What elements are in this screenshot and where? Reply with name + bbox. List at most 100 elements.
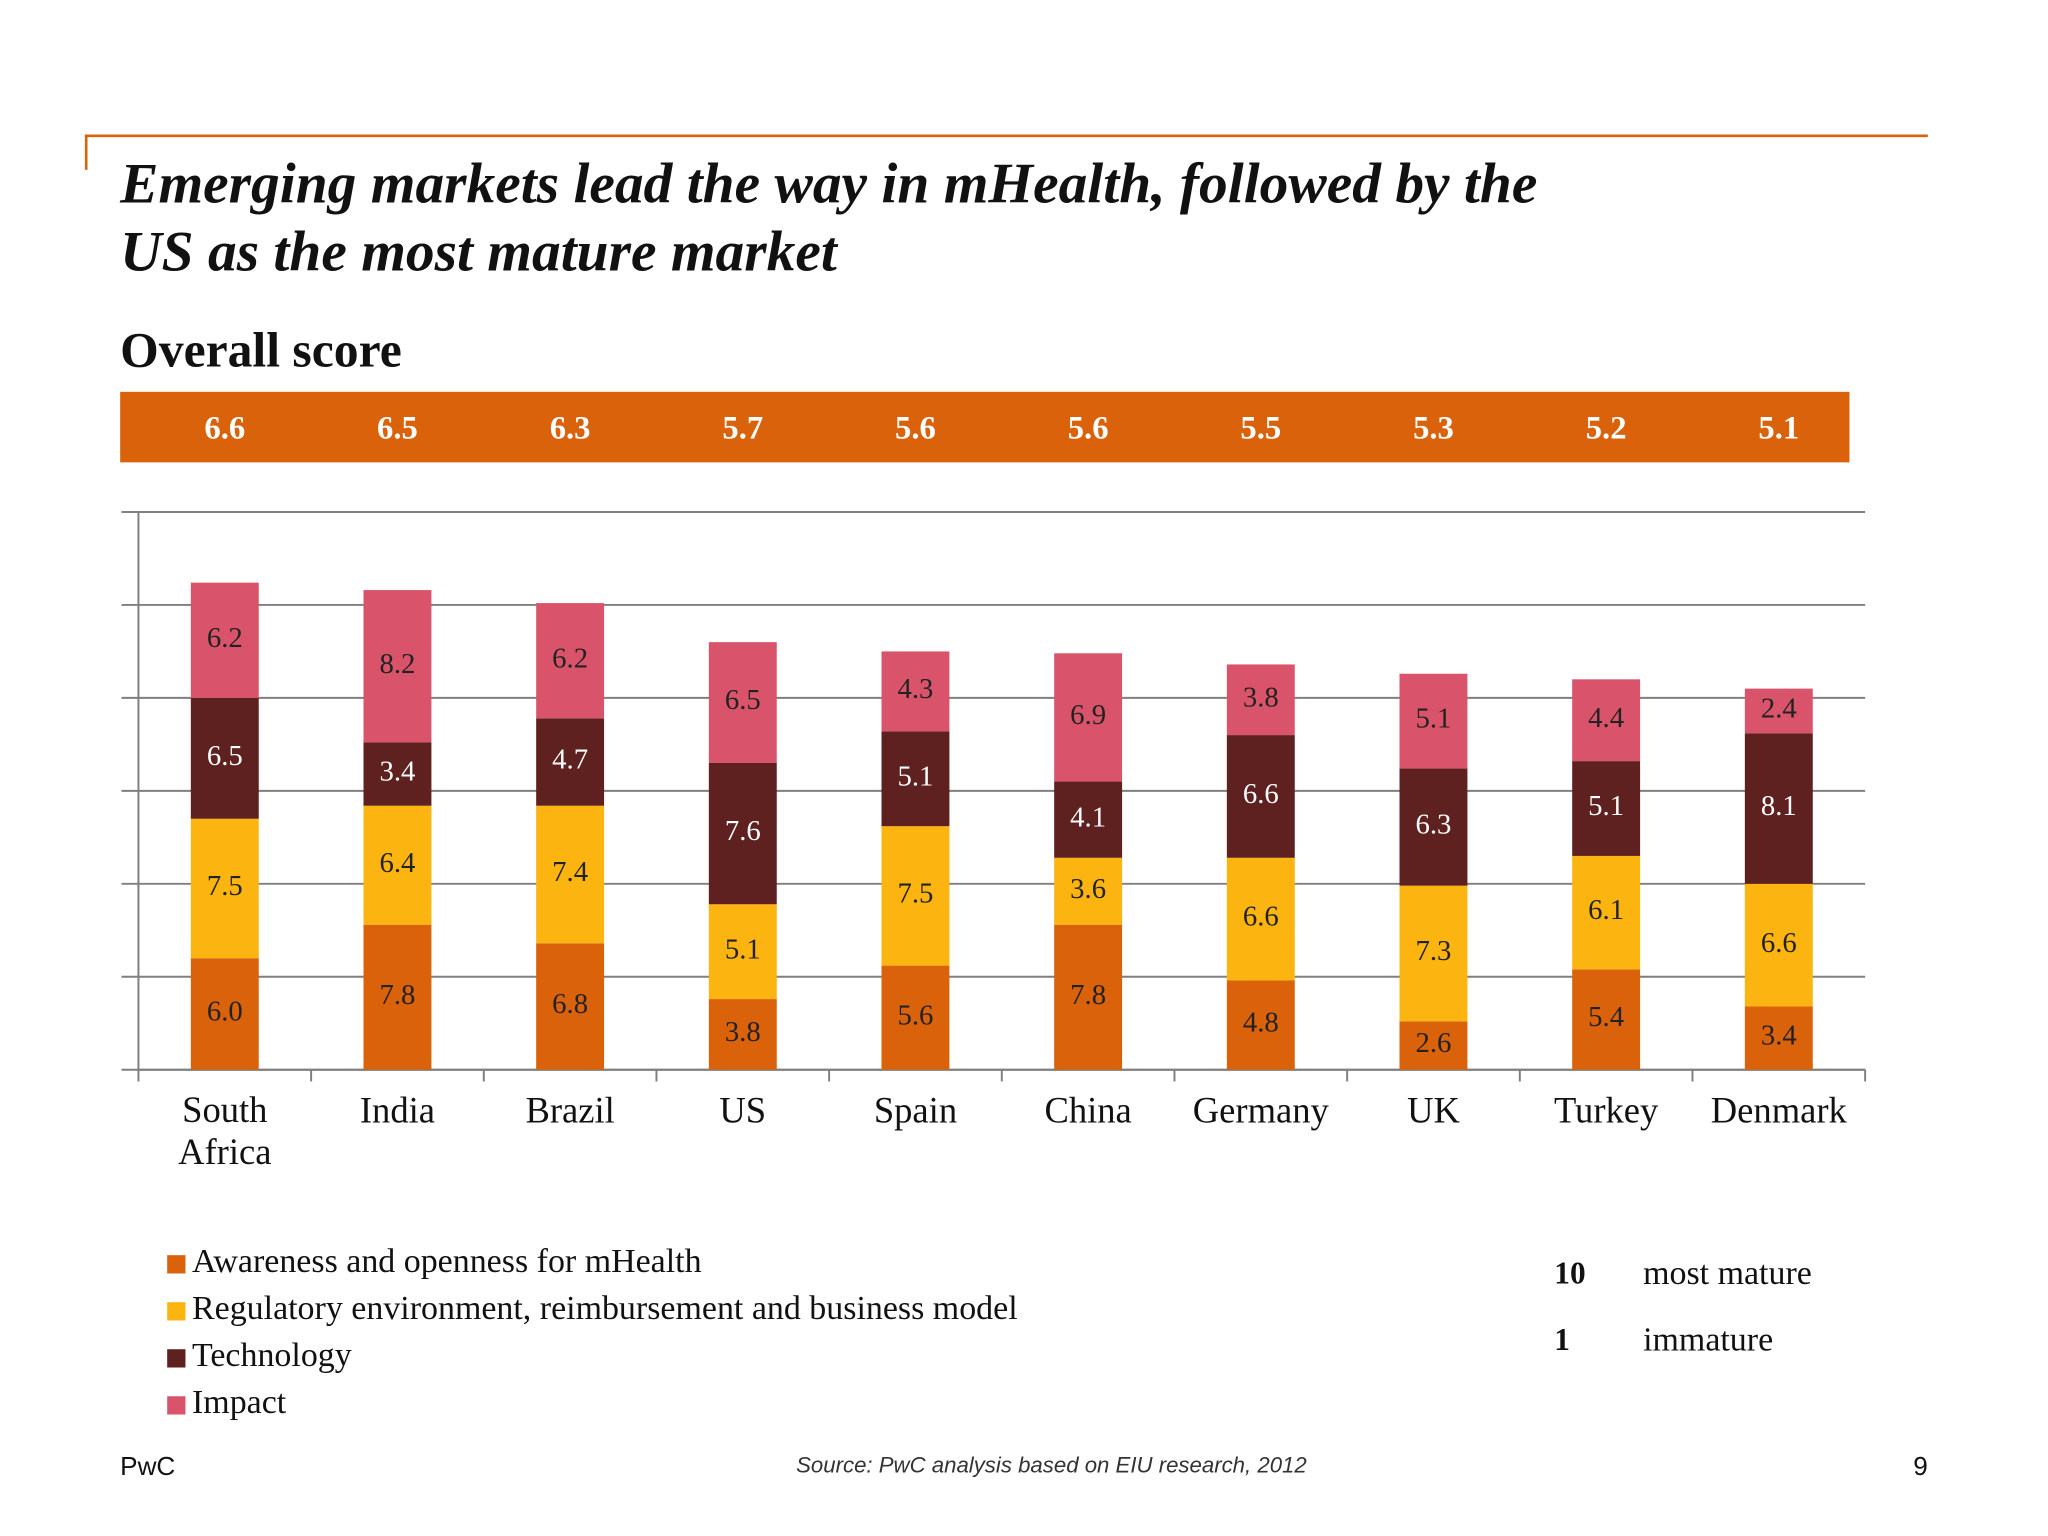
overall-score: 5.3 [1413, 411, 1454, 447]
x-tick-label: Turkey [1554, 1090, 1659, 1131]
overall-score: 6.3 [550, 411, 591, 447]
data-label: 7.3 [1416, 935, 1452, 967]
data-label: 3.4 [1761, 1020, 1797, 1052]
legend-label: Impact [192, 1384, 287, 1421]
data-label: 8.2 [379, 648, 415, 680]
x-tick-label: Germany [1193, 1090, 1330, 1131]
data-label: 6.6 [1243, 778, 1279, 810]
bar-segment [363, 742, 432, 806]
data-label: 5.4 [1588, 1001, 1624, 1033]
bar-segment [1572, 761, 1641, 856]
bar-segment [881, 651, 950, 732]
data-label: 6.9 [1070, 699, 1106, 731]
bar-segment [1399, 1021, 1468, 1070]
data-label: 7.5 [207, 870, 243, 902]
subtitle: Overall score [120, 323, 402, 378]
data-label: 6.6 [1761, 927, 1797, 959]
bar-segment [881, 731, 950, 827]
bar-segment [1744, 688, 1813, 734]
data-label: 6.2 [552, 642, 588, 674]
x-tick-label: South Africa [178, 1090, 271, 1173]
overall-band [120, 391, 1850, 463]
x-tick-label: Spain [874, 1090, 957, 1131]
bar-segment [1226, 980, 1295, 1070]
bar-segment [708, 642, 777, 763]
x-tick-label: Denmark [1711, 1090, 1848, 1131]
page-number: 9 [1913, 1451, 1928, 1481]
bar-segment [1572, 969, 1641, 1070]
data-label: 6.0 [207, 996, 243, 1028]
legend-swatch [167, 1396, 186, 1415]
legend-swatch [167, 1349, 186, 1368]
bar-segment [881, 826, 950, 966]
data-label: 5.1 [1588, 790, 1624, 822]
bar-segment [363, 805, 432, 925]
data-label: 6.3 [1416, 809, 1452, 841]
bar-segment [536, 943, 605, 1070]
data-label: 8.1 [1761, 790, 1797, 822]
bar-segment [708, 999, 777, 1070]
data-label: 5.1 [898, 760, 934, 792]
bar-segment [536, 805, 605, 944]
bar-segment [1226, 664, 1295, 736]
data-label: 3.8 [1243, 681, 1279, 713]
bar-segment [1054, 857, 1123, 925]
data-label: 6.1 [1588, 894, 1624, 926]
data-label: 3.6 [1070, 873, 1106, 905]
key-value: 10 [1554, 1255, 1585, 1290]
bar-segment [1054, 781, 1123, 858]
data-label: 7.5 [898, 877, 934, 909]
data-label: 3.8 [725, 1016, 761, 1048]
data-label: 2.6 [1416, 1027, 1452, 1059]
overall-score: 5.7 [722, 411, 763, 447]
bar-segment [1744, 733, 1813, 884]
legend-swatch [167, 1302, 186, 1321]
data-label: 3.4 [379, 756, 415, 788]
bar-segment [1226, 857, 1295, 981]
overall-score: 6.6 [204, 411, 245, 447]
x-tick-label: UK [1407, 1090, 1460, 1131]
legend-label: Technology [192, 1337, 352, 1374]
bar-segment [881, 965, 950, 1070]
data-label: 6.6 [1243, 901, 1279, 933]
bar-segment [1399, 768, 1468, 886]
bar-segment [1744, 883, 1813, 1007]
bar-segment [1399, 673, 1468, 769]
x-tick-label: US [719, 1090, 766, 1131]
data-label: 6.5 [725, 684, 761, 716]
data-label: 4.3 [898, 673, 934, 705]
bar-segment [190, 697, 259, 819]
data-label: 5.1 [1416, 703, 1452, 735]
legend-label: Regulatory environment, reimbursement an… [192, 1290, 1018, 1327]
legend-swatch [167, 1255, 186, 1274]
bar-segment [363, 590, 432, 743]
data-label: 6.8 [552, 988, 588, 1020]
overall-score: 5.6 [895, 411, 936, 447]
bar-segment [363, 924, 432, 1070]
bar-segment [190, 818, 259, 959]
x-tick-label: Brazil [525, 1090, 614, 1131]
bar-segment [1572, 679, 1641, 762]
overall-score: 5.2 [1586, 411, 1627, 447]
data-label: 4.8 [1243, 1007, 1279, 1039]
data-label: 5.1 [725, 933, 761, 965]
key-label: most mature [1643, 1255, 1812, 1292]
bar-segment [708, 904, 777, 1000]
bar-segment [536, 603, 605, 719]
bar-segment [190, 582, 259, 698]
data-label: 7.6 [725, 815, 761, 847]
bar-segment [536, 718, 605, 806]
footer-brand: PwC [120, 1451, 175, 1481]
data-label: 4.4 [1588, 702, 1624, 734]
data-label: 6.2 [207, 622, 243, 654]
data-label: 4.1 [1070, 801, 1106, 833]
data-label: 5.6 [898, 999, 934, 1031]
key-value: 1 [1554, 1322, 1570, 1357]
bar-segment [1054, 653, 1123, 782]
bar-segment [1399, 885, 1468, 1022]
bar-segment [1226, 735, 1295, 858]
bar-segment [708, 762, 777, 905]
data-label: 6.4 [379, 847, 415, 879]
data-label: 6.5 [207, 740, 243, 772]
